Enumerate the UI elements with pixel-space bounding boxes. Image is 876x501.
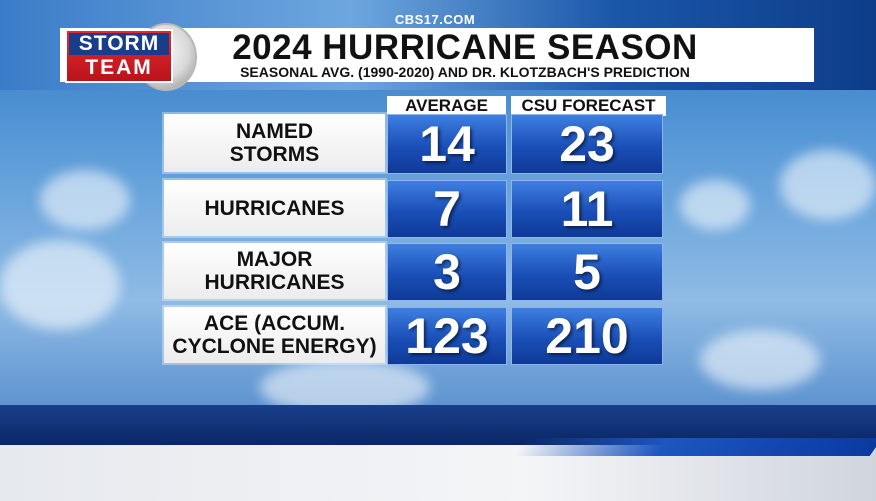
row-label-line: CYCLONE ENERGY) [172, 335, 377, 358]
row-label-line: HURRICANES [204, 196, 345, 220]
cloud-shape [680, 180, 750, 230]
bottom-blue-stripe [513, 438, 876, 456]
page-subtitle: SEASONAL AVG. (1990-2020) AND DR. KLOTZB… [240, 64, 690, 80]
cell-named-storms-forecast: 23 [511, 114, 663, 174]
cloud-shape [40, 170, 130, 230]
page-title: 2024 HURRICANE SEASON [232, 28, 698, 67]
logo-line-storm: STORM [69, 33, 169, 55]
row-label-line: MAJOR [236, 248, 313, 271]
row-label-major-hurricanes: MAJOR HURRICANES [164, 243, 385, 299]
cell-ace-average: 123 [387, 307, 507, 365]
row-label-line: STORMS [229, 143, 320, 166]
row-label-hurricanes: HURRICANES [164, 180, 385, 236]
cell-major-hurricanes-average: 3 [387, 243, 507, 301]
row-label-line: ACE (ACCUM. [203, 312, 346, 335]
storm-team-logo: STORM TEAM [65, 23, 197, 91]
cell-hurricanes-average: 7 [387, 180, 507, 238]
row-label-named-storms: NAMED STORMS [164, 114, 385, 172]
cloud-shape [0, 240, 120, 330]
cell-hurricanes-forecast: 11 [511, 180, 663, 238]
cell-ace-forecast: 210 [511, 307, 663, 365]
cell-major-hurricanes-forecast: 5 [511, 243, 663, 301]
cloud-shape [700, 330, 820, 390]
cell-named-storms-average: 14 [387, 114, 507, 174]
logo-box: STORM TEAM [65, 29, 173, 83]
row-label-ace: ACE (ACCUM. CYCLONE ENERGY) [164, 307, 385, 363]
row-label-line: NAMED [236, 120, 313, 143]
logo-line-team: TEAM [85, 56, 153, 79]
column-header-csu-forecast: CSU FORECAST [511, 96, 666, 116]
network-url: CBS17.COM [394, 12, 476, 27]
column-header-average: AVERAGE [387, 96, 506, 116]
row-label-line: HURRICANES [204, 271, 345, 294]
cloud-shape [780, 150, 876, 220]
